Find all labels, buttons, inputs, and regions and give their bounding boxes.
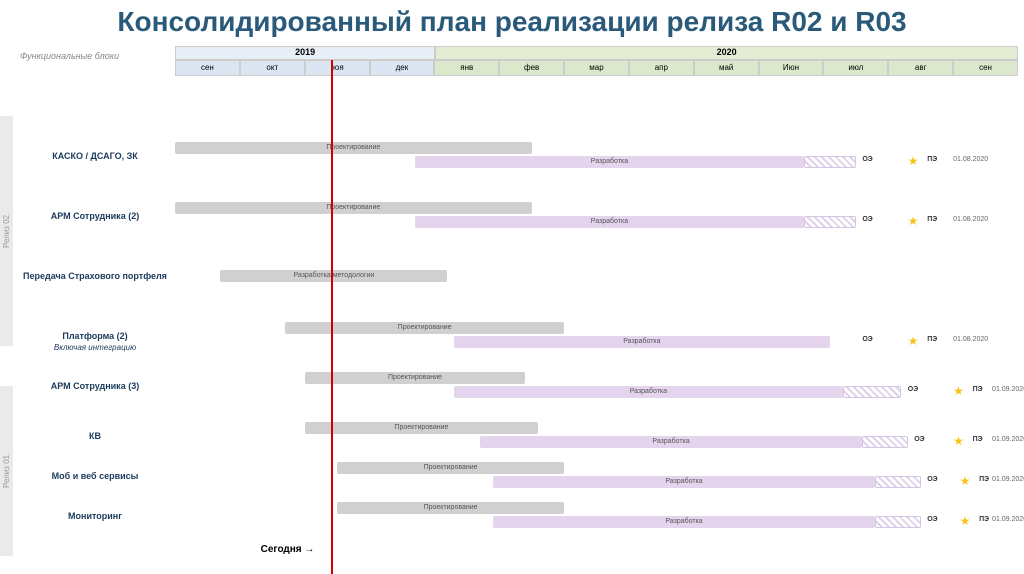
month-header: янв: [434, 60, 499, 76]
phase-label: ОЭ: [908, 386, 918, 393]
gantt-bar: [843, 386, 901, 398]
row-label: АРМ Сотрудника (3): [20, 382, 170, 392]
row-label: КАСКО / ДСАГО, ЗК: [20, 152, 170, 162]
milestone-date: 01.08.2020: [953, 216, 988, 223]
gantt-bar: Проектирование: [285, 322, 564, 334]
page-title: Консолидированный план реализации релиза…: [0, 0, 1024, 42]
gantt-bar: Проектирование: [337, 462, 564, 474]
gantt-bar: Разработка: [415, 156, 804, 168]
phase-label: ПЭ: [979, 476, 989, 483]
gantt-bar: Проектирование: [337, 502, 564, 514]
gantt-bar: Проектирование: [305, 372, 525, 384]
month-header: сен: [175, 60, 240, 76]
today-label: Сегодня →: [261, 544, 315, 555]
release-group-label: Релиз 01: [0, 386, 13, 556]
phase-label: ОЭ: [862, 156, 872, 163]
today-line: [331, 60, 333, 574]
milestone-date: 01.09.2020: [992, 436, 1024, 443]
month-header: июл: [823, 60, 888, 76]
gantt-bar: [804, 216, 856, 228]
gantt-bar: [875, 516, 920, 528]
gantt-bar: Разработка: [454, 386, 843, 398]
timeline: 20192020 сеноктноядекянвфевмарапрмайИюни…: [175, 46, 1018, 574]
phase-label: ПЭ: [973, 436, 983, 443]
milestone-date: 01.09.2020: [992, 386, 1024, 393]
star-icon: ★: [960, 474, 971, 488]
phase-label: ОЭ: [927, 476, 937, 483]
row-sublabel: Включая интеграцию: [20, 344, 170, 353]
row-label: Передача Страхового портфеля: [20, 272, 170, 282]
month-header: дек: [370, 60, 435, 76]
gantt-bar: Разработка: [480, 436, 863, 448]
phase-label: ОЭ: [862, 216, 872, 223]
phase-label: ОЭ: [927, 516, 937, 523]
phase-label: ОЭ: [862, 336, 872, 343]
star-icon: ★: [953, 434, 964, 448]
month-header: окт: [240, 60, 305, 76]
functional-blocks-header: Функциональные блоки: [20, 52, 160, 62]
row-label: Платформа (2): [20, 332, 170, 342]
gantt-bar: Разработка: [493, 516, 876, 528]
star-icon: ★: [953, 384, 964, 398]
year-header: 2020: [435, 46, 1018, 60]
phase-label: ПЭ: [927, 156, 937, 163]
milestone-date: 01.08.2020: [953, 156, 988, 163]
star-icon: ★: [960, 514, 971, 528]
gantt-bar: [862, 436, 907, 448]
month-header: сен: [953, 60, 1018, 76]
gantt-bar: Разработка методологии: [220, 270, 447, 282]
phase-label: ПЭ: [973, 386, 983, 393]
milestone-date: 01.09.2020: [992, 476, 1024, 483]
gantt-bar: Разработка: [415, 216, 804, 228]
month-header: Июн: [759, 60, 824, 76]
gantt-chart: Релиз 02 Релиз 01 Функциональные блоки КА…: [0, 46, 1024, 574]
month-header: ноя: [305, 60, 370, 76]
star-icon: ★: [908, 214, 919, 228]
month-header: апр: [629, 60, 694, 76]
star-icon: ★: [908, 154, 919, 168]
month-header: мар: [564, 60, 629, 76]
phase-label: ПЭ: [927, 336, 937, 343]
phase-label: ПЭ: [979, 516, 989, 523]
milestone-date: 01.08.2020: [953, 336, 988, 343]
month-header: авг: [888, 60, 953, 76]
gantt-bar: [804, 156, 856, 168]
gantt-bar: Проектирование: [305, 422, 538, 434]
row-label: АРМ Сотрудника (2): [20, 212, 170, 222]
gantt-bar: Проектирование: [175, 142, 532, 154]
gantt-bar: Разработка: [454, 336, 830, 348]
month-header: фев: [499, 60, 564, 76]
row-label: Моб и веб сервисы: [20, 472, 170, 482]
year-header: 2019: [175, 46, 435, 60]
row-label: КВ: [20, 432, 170, 442]
gantt-bar: Разработка: [493, 476, 876, 488]
month-header: май: [694, 60, 759, 76]
phase-label: ПЭ: [927, 216, 937, 223]
row-label: Мониторинг: [20, 512, 170, 522]
star-icon: ★: [908, 334, 919, 348]
gantt-bar: Проектирование: [175, 202, 532, 214]
gantt-bar: [875, 476, 920, 488]
release-group-label: Релиз 02: [0, 116, 13, 346]
phase-label: ОЭ: [914, 436, 924, 443]
milestone-date: 01.09.2020: [992, 516, 1024, 523]
